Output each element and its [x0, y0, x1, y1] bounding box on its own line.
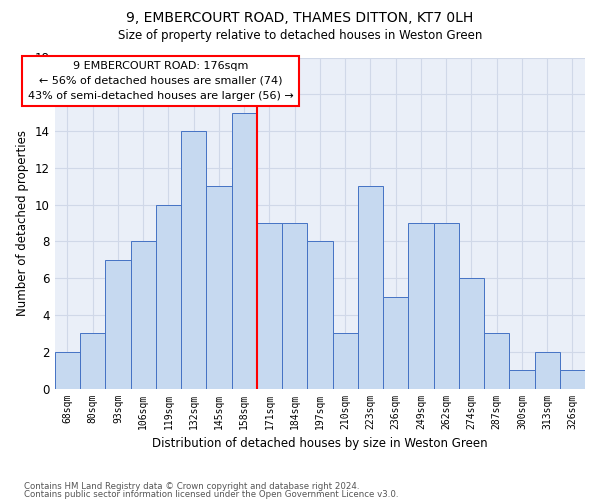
Bar [459, 278, 484, 388]
Text: Contains HM Land Registry data © Crown copyright and database right 2024.: Contains HM Land Registry data © Crown c… [24, 482, 359, 491]
Text: 9, EMBERCOURT ROAD, THAMES DITTON, KT7 0LH: 9, EMBERCOURT ROAD, THAMES DITTON, KT7 0… [127, 11, 473, 25]
Bar [383, 296, 408, 388]
Bar [509, 370, 535, 388]
Bar [282, 223, 307, 388]
Bar [434, 223, 459, 388]
Text: Size of property relative to detached houses in Weston Green: Size of property relative to detached ho… [118, 29, 482, 42]
Bar [206, 186, 232, 388]
Bar [358, 186, 383, 388]
Bar [181, 131, 206, 388]
Bar [332, 334, 358, 388]
Y-axis label: Number of detached properties: Number of detached properties [16, 130, 29, 316]
Bar [131, 242, 156, 388]
Bar [257, 223, 282, 388]
Bar [55, 352, 80, 389]
Bar [232, 112, 257, 388]
Bar [560, 370, 585, 388]
Bar [156, 204, 181, 388]
Text: Contains public sector information licensed under the Open Government Licence v3: Contains public sector information licen… [24, 490, 398, 499]
Bar [535, 352, 560, 389]
Text: 9 EMBERCOURT ROAD: 176sqm
← 56% of detached houses are smaller (74)
43% of semi-: 9 EMBERCOURT ROAD: 176sqm ← 56% of detac… [28, 61, 294, 101]
Bar [80, 334, 106, 388]
X-axis label: Distribution of detached houses by size in Weston Green: Distribution of detached houses by size … [152, 437, 488, 450]
Bar [307, 242, 332, 388]
Bar [484, 334, 509, 388]
Bar [106, 260, 131, 388]
Bar [408, 223, 434, 388]
